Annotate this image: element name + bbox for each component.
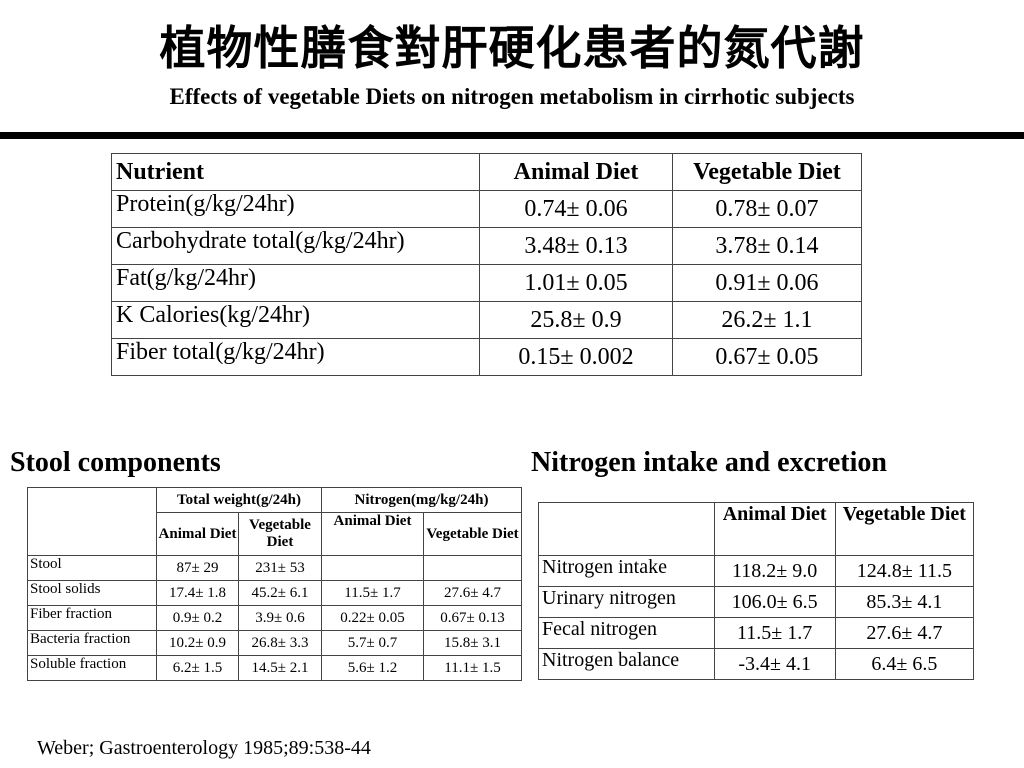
row-label: Nitrogen intake <box>538 555 715 587</box>
vegetable-value: 85.3± 4.1 <box>834 586 975 618</box>
header-animal-diet: Animal Diet <box>156 512 239 556</box>
table-row: Fat(g/kg/24hr) 1.01± 0.05 0.91± 0.06 <box>110 264 863 302</box>
cell-value <box>423 555 522 581</box>
table-sub-header-row: Animal Diet Vegetable Diet Animal Diet V… <box>28 512 522 556</box>
row-label: Fecal nitrogen <box>538 617 715 649</box>
table-header-row: Nutrient Animal Diet Vegetable Diet <box>110 153 863 191</box>
stool-components-heading: Stool components <box>10 447 221 478</box>
vegetable-value: 0.91± 0.06 <box>671 264 863 302</box>
row-label: Soluble fraction <box>27 655 157 681</box>
animal-value: 0.15± 0.002 <box>479 338 673 376</box>
table-row: Protein(g/kg/24hr) 0.74± 0.06 0.78± 0.07 <box>110 190 863 228</box>
nitrogen-intake-heading: Nitrogen intake and excretion <box>531 447 887 478</box>
table-row: Stool 87± 29 231± 53 <box>27 555 522 581</box>
animal-value: 0.74± 0.06 <box>479 190 673 228</box>
vegetable-value: 124.8± 11.5 <box>834 555 975 587</box>
nutrient-label: K Calories(kg/24hr) <box>110 301 481 339</box>
vegetable-value: 26.2± 1.1 <box>671 301 863 339</box>
row-label: Fiber fraction <box>27 605 157 631</box>
cell-value: 11.5± 1.7 <box>321 580 424 606</box>
header-animal-diet: Animal Diet <box>479 153 673 191</box>
table-row: Stool solids 17.4± 1.8 45.2± 6.1 11.5± 1… <box>27 580 522 606</box>
table-row: Fiber total(g/kg/24hr) 0.15± 0.002 0.67±… <box>110 338 863 376</box>
vegetable-value: 0.78± 0.07 <box>671 190 863 228</box>
animal-value: 118.2± 9.0 <box>713 555 836 587</box>
table-row: Carbohydrate total(g/kg/24hr) 3.48± 0.13… <box>110 227 863 265</box>
row-label: Urinary nitrogen <box>538 586 715 618</box>
nutrient-label: Fat(g/kg/24hr) <box>110 264 481 302</box>
nutrient-label: Fiber total(g/kg/24hr) <box>110 338 481 376</box>
table-header-row: Animal Diet Vegetable Diet <box>538 502 975 556</box>
cell-value: 6.2± 1.5 <box>156 655 239 681</box>
cell-value: 11.1± 1.5 <box>423 655 522 681</box>
page-title-chinese: 植物性膳食對肝硬化患者的氮代謝 <box>159 21 865 75</box>
header-blank <box>538 502 715 556</box>
table-row: K Calories(kg/24hr) 25.8± 0.9 26.2± 1.1 <box>110 301 863 339</box>
nutrient-label: Carbohydrate total(g/kg/24hr) <box>110 227 481 265</box>
row-label: Nitrogen balance <box>538 648 715 680</box>
citation: Weber; Gastroenterology 1985;89:538-44 <box>37 737 371 759</box>
cell-value: 26.8± 3.3 <box>238 630 322 656</box>
cell-value: 231± 53 <box>238 555 322 581</box>
row-label: Stool <box>27 555 157 581</box>
cell-value: 14.5± 2.1 <box>238 655 322 681</box>
cell-value: 5.7± 0.7 <box>321 630 424 656</box>
animal-value: 106.0± 6.5 <box>713 586 836 618</box>
table-row: Fiber fraction 0.9± 0.2 3.9± 0.6 0.22± 0… <box>27 605 522 631</box>
table-row: Urinary nitrogen 106.0± 6.5 85.3± 4.1 <box>538 586 975 618</box>
header-vegetable-diet: Vegetable Diet <box>671 153 863 191</box>
cell-value: 0.9± 0.2 <box>156 605 239 631</box>
vegetable-value: 0.67± 0.05 <box>671 338 863 376</box>
animal-value: 11.5± 1.7 <box>713 617 836 649</box>
header-total-weight: Total weight(g/24h) <box>156 487 322 513</box>
row-label: Bacteria fraction <box>27 630 157 656</box>
animal-value: 25.8± 0.9 <box>479 301 673 339</box>
vegetable-value: 6.4± 6.5 <box>834 648 975 680</box>
animal-value: 1.01± 0.05 <box>479 264 673 302</box>
stool-components-table: Total weight(g/24h) Nitrogen(mg/kg/24h) … <box>27 487 522 681</box>
header-animal-diet: Animal Diet <box>713 502 836 556</box>
row-label: Stool solids <box>27 580 157 606</box>
header-nitrogen: Nitrogen(mg/kg/24h) <box>321 487 522 513</box>
page-title-english: Effects of vegetable Diets on nitrogen m… <box>169 84 855 109</box>
animal-value: -3.4± 4.1 <box>713 648 836 680</box>
cell-value: 17.4± 1.8 <box>156 580 239 606</box>
animal-value: 3.48± 0.13 <box>479 227 673 265</box>
nutrient-label: Protein(g/kg/24hr) <box>110 190 481 228</box>
cell-value: 27.6± 4.7 <box>423 580 522 606</box>
cell-value: 3.9± 0.6 <box>238 605 322 631</box>
nutrient-table: Nutrient Animal Diet Vegetable Diet Prot… <box>110 153 863 376</box>
vegetable-value: 3.78± 0.14 <box>671 227 863 265</box>
cell-value: 10.2± 0.9 <box>156 630 239 656</box>
cell-value: 45.2± 6.1 <box>238 580 322 606</box>
cell-value: 87± 29 <box>156 555 239 581</box>
header-vegetable-diet: Vegetable Diet <box>238 512 322 556</box>
table-row: Nitrogen intake 118.2± 9.0 124.8± 11.5 <box>538 555 975 587</box>
table-row: Soluble fraction 6.2± 1.5 14.5± 2.1 5.6±… <box>27 655 522 681</box>
table-group-header-row: Total weight(g/24h) Nitrogen(mg/kg/24h) <box>27 487 522 556</box>
title-divider <box>0 132 1024 139</box>
table-row: Bacteria fraction 10.2± 0.9 26.8± 3.3 5.… <box>27 630 522 656</box>
header-vegetable-diet: Vegetable Diet <box>423 512 522 556</box>
table-row: Nitrogen balance -3.4± 4.1 6.4± 6.5 <box>538 648 975 680</box>
cell-value: 0.22± 0.05 <box>321 605 424 631</box>
cell-value: 0.67± 0.13 <box>423 605 522 631</box>
header-nutrient: Nutrient <box>110 153 481 191</box>
header-blank <box>27 487 157 556</box>
vegetable-value: 27.6± 4.7 <box>834 617 975 649</box>
table-row: Fecal nitrogen 11.5± 1.7 27.6± 4.7 <box>538 617 975 649</box>
cell-value: 5.6± 1.2 <box>321 655 424 681</box>
cell-value <box>321 555 424 581</box>
cell-value: 15.8± 3.1 <box>423 630 522 656</box>
header-animal-diet: Animal Diet <box>321 512 424 556</box>
nitrogen-table: Animal Diet Vegetable Diet Nitrogen inta… <box>538 502 975 680</box>
header-vegetable-diet: Vegetable Diet <box>834 502 975 556</box>
